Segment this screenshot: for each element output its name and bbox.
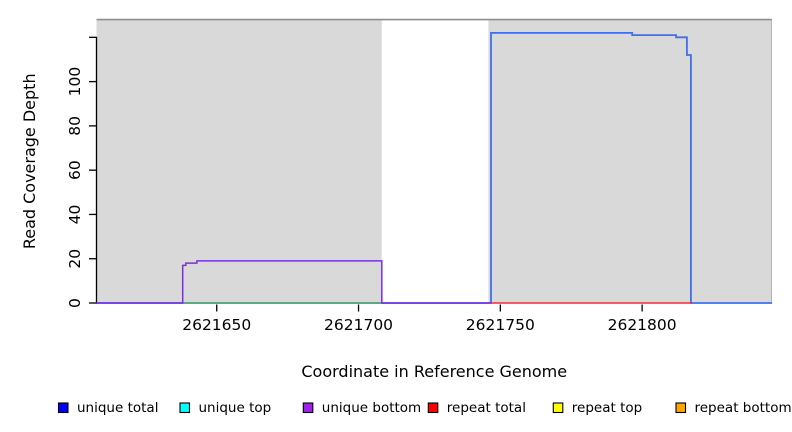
background-panel-1 <box>488 20 772 303</box>
y-tick-label: 40 <box>66 205 84 225</box>
legend-swatch <box>427 402 439 414</box>
legend-label: repeat bottom <box>695 400 792 416</box>
series-unique-total <box>96 32 772 304</box>
legend-label: repeat top <box>572 400 642 416</box>
legend-item-unique-top: unique top <box>179 400 272 416</box>
y-tick-label: 60 <box>66 160 84 180</box>
legend-label: repeat total <box>447 400 526 416</box>
x-tick-label: 2621650 <box>182 316 251 334</box>
x-axis-title: Coordinate in Reference Genome <box>301 362 567 381</box>
legend-label: unique bottom <box>322 400 421 416</box>
background-panel-0 <box>96 20 382 303</box>
legend-item-unique-total: unique total <box>57 400 158 416</box>
x-tick-label: 2621700 <box>324 316 393 334</box>
legend-item-repeat-top: repeat top <box>552 400 642 416</box>
y-tick-label: 20 <box>66 249 84 269</box>
y-tick-label: 0 <box>66 298 84 308</box>
legend-swatch <box>57 402 69 414</box>
legend-label: unique top <box>199 400 272 416</box>
legend-swatch <box>179 402 191 414</box>
y-axis-title: Read Coverage Depth <box>20 73 39 249</box>
y-tick-label: 80 <box>66 116 84 136</box>
legend-item-unique-bottom: unique bottom <box>302 400 421 416</box>
legend-label: unique total <box>77 400 158 416</box>
y-tick-label: 100 <box>66 67 84 97</box>
legend-item-repeat-total: repeat total <box>427 400 526 416</box>
legend-item-repeat-bottom: repeat bottom <box>675 400 792 416</box>
legend-swatch <box>675 402 687 414</box>
x-tick-label: 2621750 <box>466 316 535 334</box>
legend-swatch <box>552 402 564 414</box>
legend-swatch <box>302 402 314 414</box>
x-tick-label: 2621800 <box>608 316 677 334</box>
series-unique-bottom <box>96 260 491 304</box>
